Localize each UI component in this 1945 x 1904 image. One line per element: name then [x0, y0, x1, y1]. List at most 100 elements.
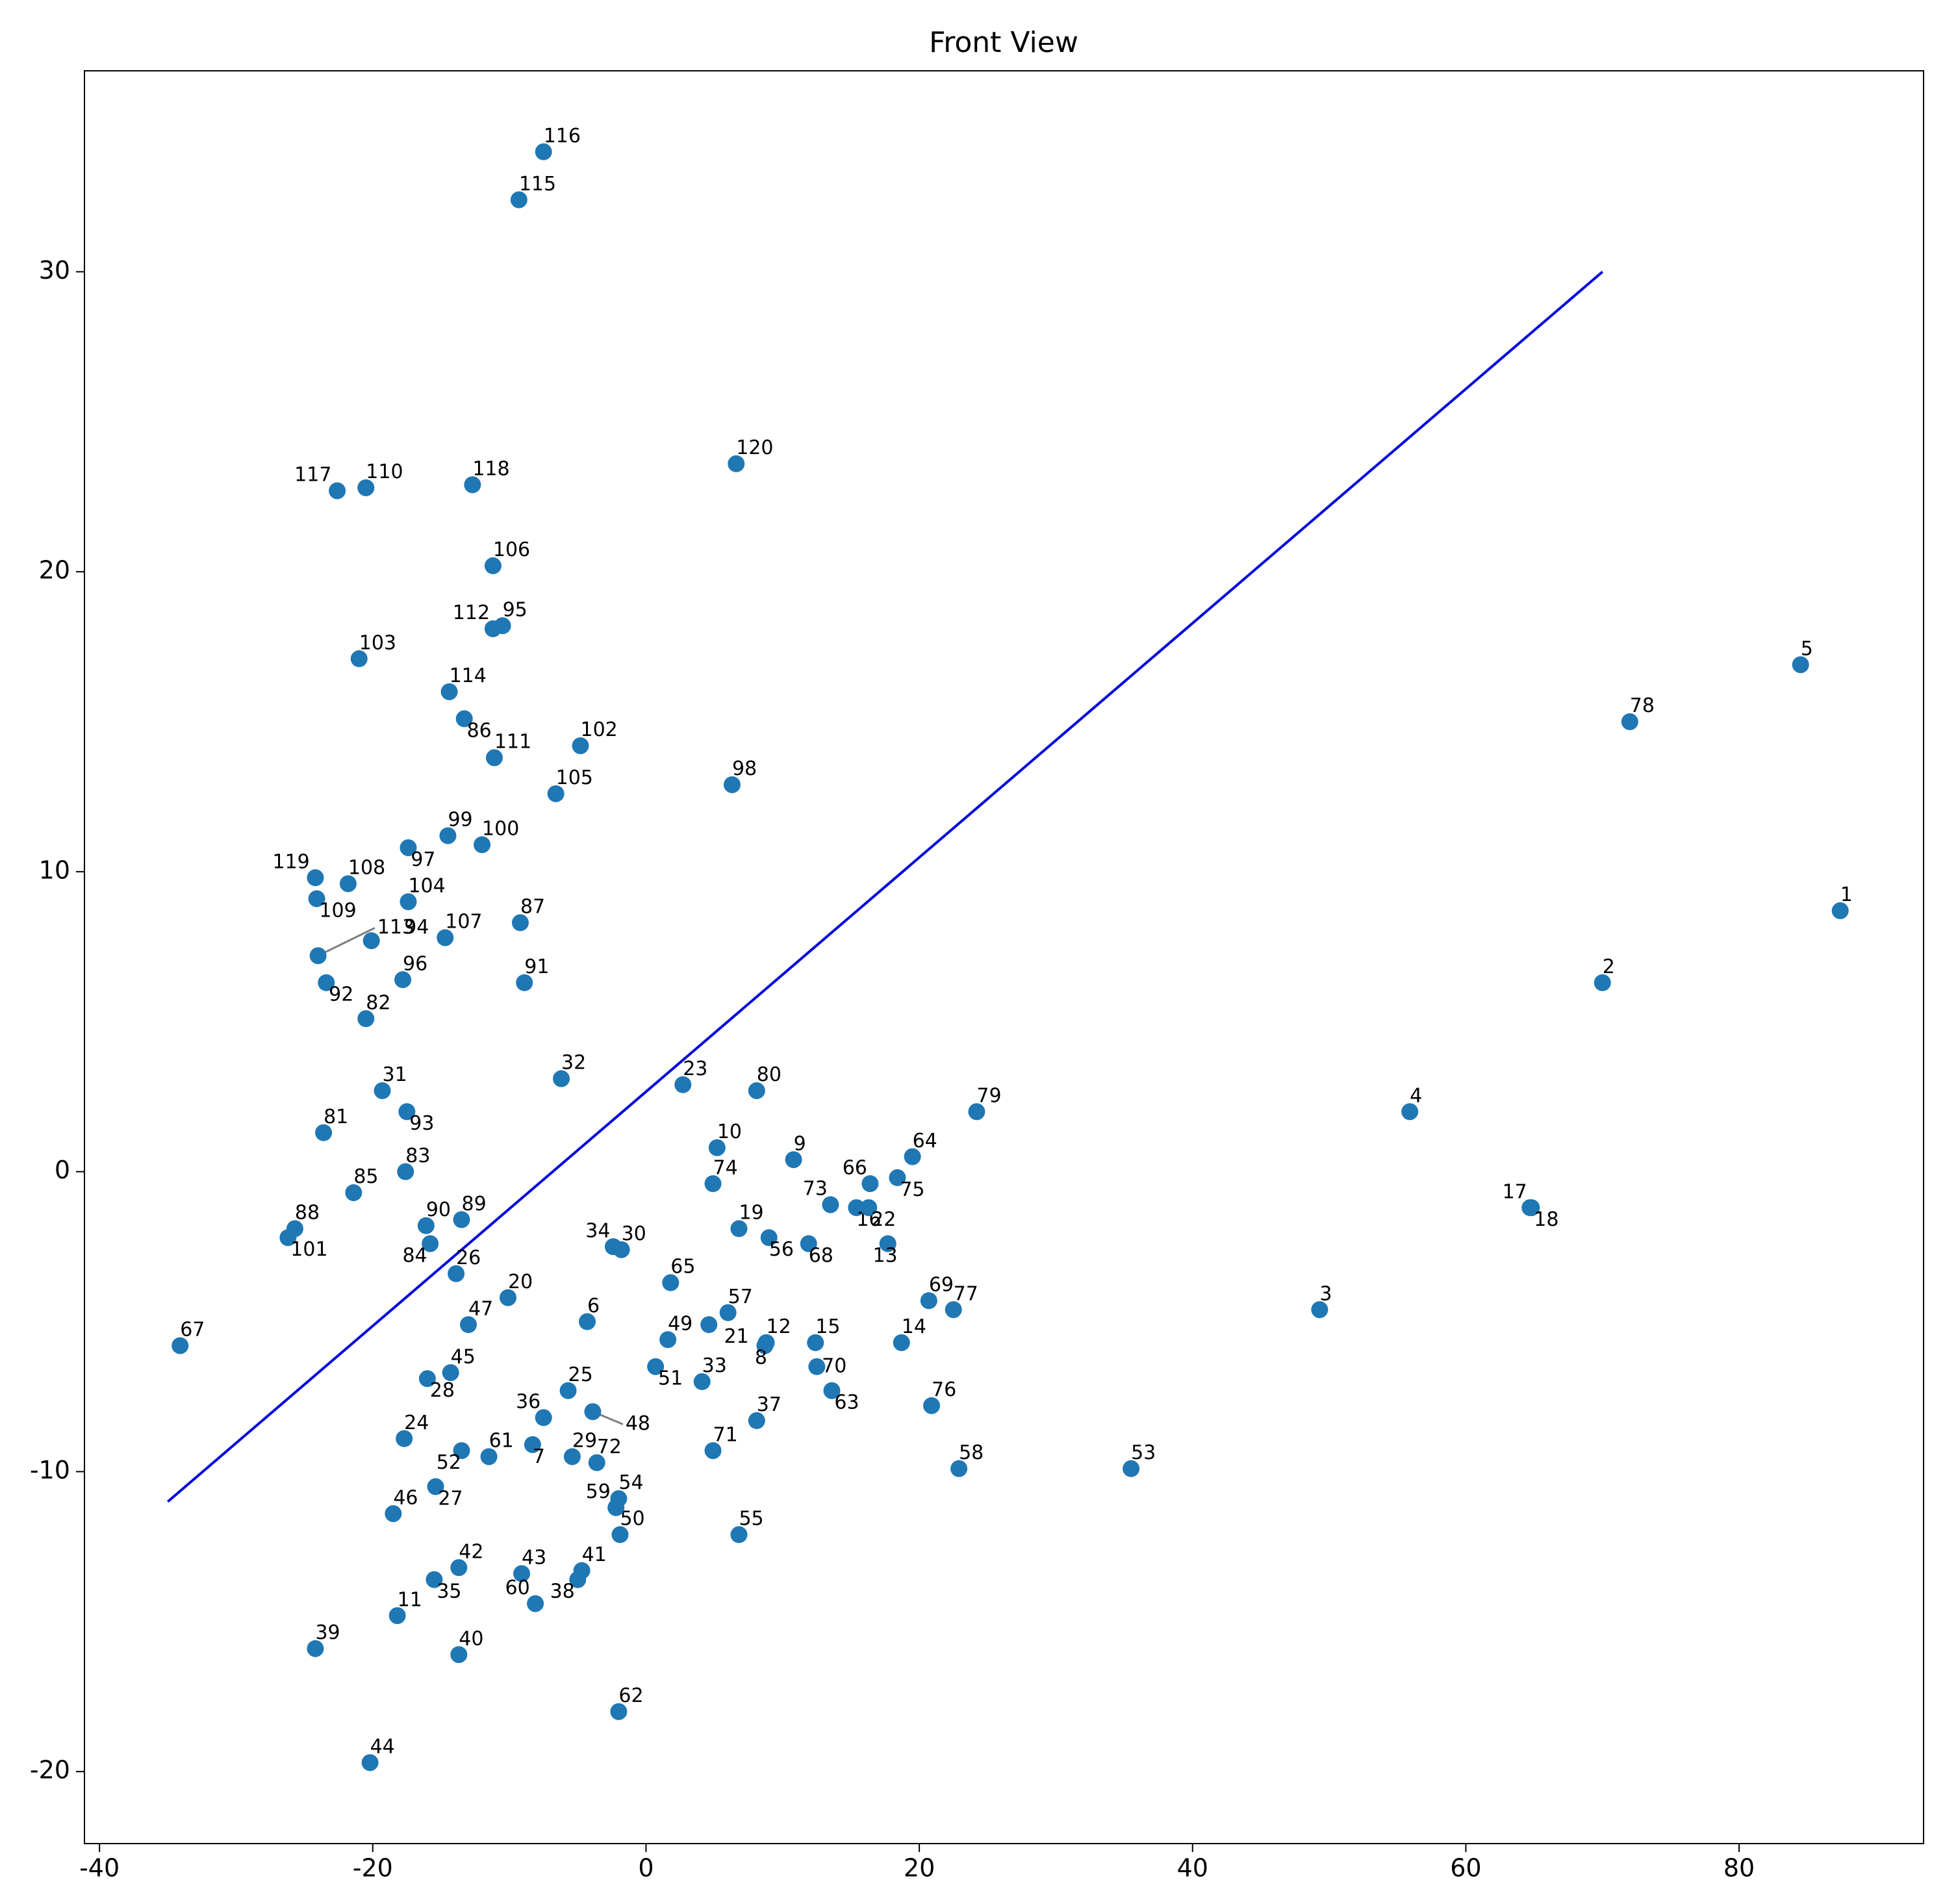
point	[800, 1235, 817, 1252]
point	[760, 1229, 778, 1247]
point	[704, 1175, 722, 1193]
point	[511, 914, 529, 932]
point-label: 109	[319, 899, 356, 922]
point	[579, 1313, 596, 1330]
point	[950, 1460, 968, 1477]
point-label: 80	[757, 1063, 782, 1086]
point-label: 12	[767, 1315, 791, 1338]
point	[308, 890, 325, 908]
point	[309, 947, 327, 965]
point	[385, 1505, 402, 1523]
point	[572, 737, 589, 754]
point	[357, 479, 375, 496]
point-label: 99	[448, 809, 472, 831]
point-label: 104	[408, 874, 445, 897]
point-label: 70	[822, 1354, 846, 1377]
point	[723, 776, 741, 793]
point-label: 1	[1840, 883, 1853, 906]
point-label: 117	[294, 464, 331, 487]
point-label: 3	[1319, 1282, 1332, 1305]
point	[500, 1289, 517, 1306]
point-label: 58	[959, 1441, 984, 1464]
point-label: 8	[755, 1346, 767, 1369]
y-tick-label: 30	[39, 256, 70, 285]
point-label: 84	[402, 1244, 427, 1267]
point	[510, 191, 528, 209]
point-label: 33	[702, 1354, 727, 1377]
point-label: 116	[544, 125, 581, 147]
plot-frame	[84, 70, 1924, 1844]
point-label: 44	[370, 1736, 395, 1758]
point-label: 2	[1603, 956, 1615, 978]
point	[426, 1571, 443, 1588]
point-label: 27	[438, 1487, 463, 1510]
point-label: 21	[724, 1325, 748, 1348]
point	[757, 1334, 775, 1351]
point-label: 37	[757, 1393, 782, 1416]
point	[398, 1103, 416, 1121]
point-label: 14	[902, 1315, 926, 1338]
point	[945, 1301, 962, 1319]
point-label: 78	[1630, 694, 1655, 717]
x-tick-label: 40	[1177, 1854, 1208, 1883]
point-label: 31	[383, 1063, 407, 1086]
point	[693, 1373, 711, 1390]
point	[418, 1370, 436, 1388]
point-label: 22	[871, 1208, 896, 1231]
point	[1311, 1301, 1328, 1319]
point-label: 41	[582, 1543, 607, 1566]
y-tick-label: 0	[55, 1156, 70, 1184]
point-label: 7	[533, 1445, 545, 1468]
point-label: 77	[954, 1282, 978, 1305]
point-label: 45	[451, 1345, 476, 1368]
point-label: 65	[670, 1256, 695, 1278]
point-label: 4	[1410, 1085, 1422, 1108]
point	[889, 1169, 906, 1186]
point	[920, 1292, 937, 1310]
point	[315, 1124, 333, 1141]
point-label: 9	[794, 1132, 806, 1155]
point	[400, 893, 417, 911]
point-label: 95	[503, 598, 528, 621]
point	[704, 1442, 722, 1460]
point	[480, 1448, 498, 1466]
x-tick-label: 20	[904, 1854, 935, 1883]
point	[1594, 974, 1611, 991]
point-label: 98	[732, 757, 757, 780]
point	[396, 1430, 413, 1447]
point-label: 34	[585, 1219, 610, 1242]
point-label: 73	[803, 1178, 828, 1200]
point-label: 20	[508, 1271, 533, 1293]
point-label: 38	[550, 1580, 575, 1603]
point	[588, 1454, 605, 1471]
point-label: 61	[489, 1430, 514, 1453]
point-label: 82	[366, 991, 390, 1014]
point-label: 75	[900, 1178, 924, 1201]
point-label: 18	[1534, 1208, 1558, 1231]
point-label: 72	[597, 1436, 622, 1458]
point	[563, 1448, 581, 1466]
point	[604, 1238, 622, 1256]
point-label: 88	[295, 1202, 320, 1225]
point-label: 86	[467, 719, 492, 742]
point	[535, 1409, 552, 1427]
point	[362, 932, 380, 950]
point	[730, 1526, 748, 1543]
point	[448, 1265, 465, 1282]
point-label: 43	[522, 1547, 546, 1569]
point-label: 54	[618, 1471, 643, 1494]
point	[730, 1220, 748, 1238]
point	[455, 710, 473, 728]
point	[464, 476, 481, 494]
point	[904, 1148, 921, 1165]
point-label: 68	[809, 1244, 833, 1267]
point	[513, 1565, 531, 1582]
point	[584, 1403, 602, 1421]
point	[350, 650, 368, 668]
point	[329, 482, 346, 500]
point	[172, 1337, 189, 1354]
point	[559, 1382, 577, 1399]
point	[719, 1304, 737, 1321]
point	[808, 1358, 826, 1375]
point-label: 42	[459, 1540, 483, 1563]
